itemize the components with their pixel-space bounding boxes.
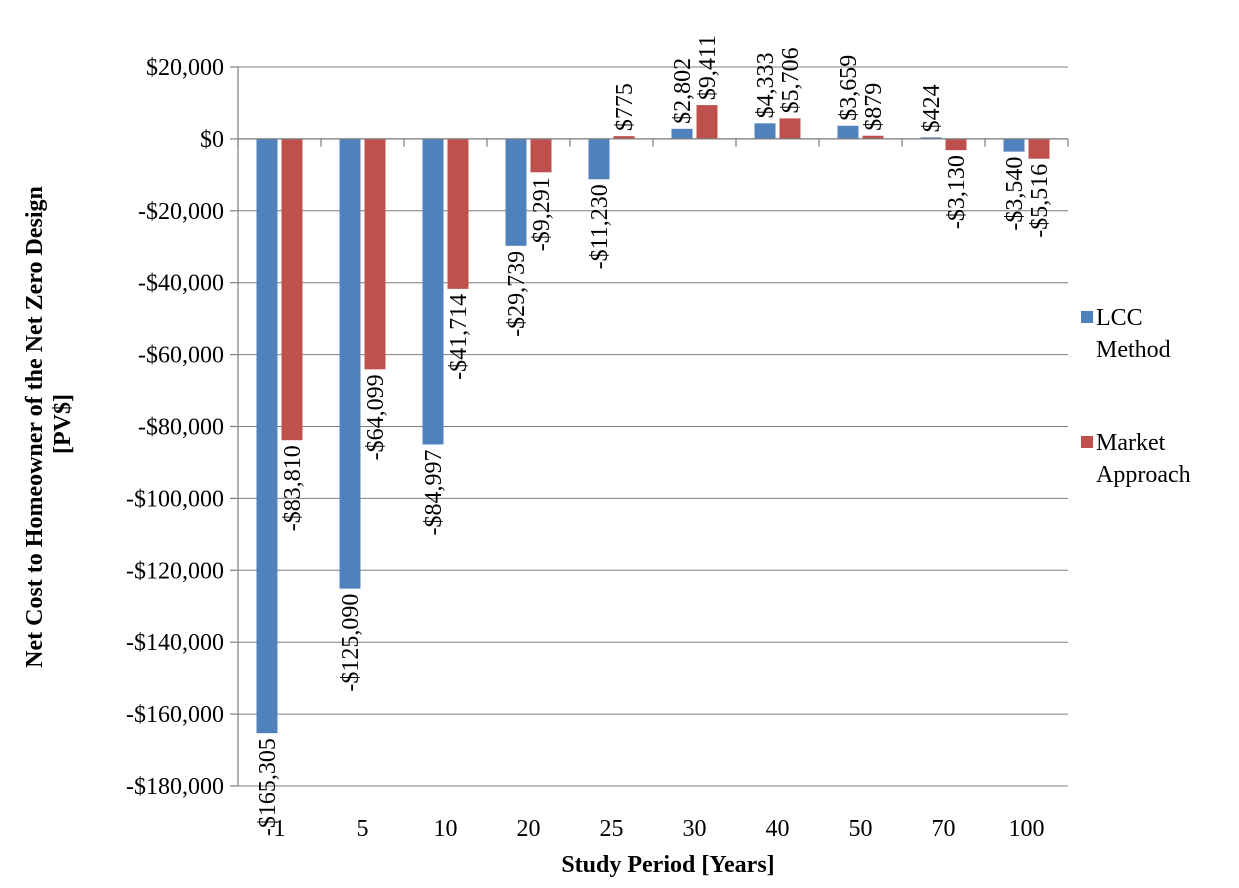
x-tick-label-3: 20 xyxy=(517,816,541,842)
y-tick-label-6: -$100,000 xyxy=(126,486,224,512)
y-axis-ticks: $20,000 $0 -$20,000 -$40,000 -$60,000 -$80,00… xyxy=(126,55,238,800)
data-label-lcc-8: $424 xyxy=(919,84,945,132)
y-tick-label-2: -$20,000 xyxy=(138,199,224,225)
bar-market-0 xyxy=(281,138,303,441)
x-axis-ticks: 1 5 10 20 25 30 40 50 70 100 xyxy=(274,816,1045,842)
bar-market-9 xyxy=(1028,138,1050,159)
y-tick-label-4: -$60,000 xyxy=(138,343,224,369)
bar-market-5 xyxy=(696,105,718,139)
data-label-lcc-6: $4,333 xyxy=(753,52,779,118)
x-tick-label-6: 40 xyxy=(766,816,790,842)
data-label-market-9: -$5,516 xyxy=(1027,164,1053,238)
data-label-lcc-1: -$125,090 xyxy=(338,594,364,692)
y-axis-title-line-2: [PV$] xyxy=(50,394,76,454)
y-tick-label-5: -$80,000 xyxy=(138,415,224,441)
bar-lcc-3 xyxy=(505,138,527,246)
data-label-lcc-4: -$11,230 xyxy=(587,184,613,269)
y-tick-label-7: -$120,000 xyxy=(126,558,224,584)
x-axis-title: Study Period [Years] xyxy=(561,852,774,878)
bar-lcc-0 xyxy=(256,138,278,734)
bar-market-4 xyxy=(613,136,635,139)
legend-label-lcc-line-1: LCC xyxy=(1096,305,1143,331)
y-tick-label-1: $0 xyxy=(200,127,224,153)
legend-swatch-market xyxy=(1081,436,1093,448)
data-label-market-2: -$41,714 xyxy=(446,294,472,380)
data-label-market-5: $9,411 xyxy=(695,35,721,100)
data-label-market-8: -$3,130 xyxy=(944,155,970,229)
y-tick-label-10: -$180,000 xyxy=(126,774,224,800)
y-tick-label-9: -$160,000 xyxy=(126,702,224,728)
bar-market-2 xyxy=(447,138,469,289)
y-axis-title-line-1: Net Cost to Homeowner of the Net Zero De… xyxy=(22,186,48,668)
bar-market-7 xyxy=(862,135,884,139)
legend: LCC Method Market Approach xyxy=(1081,305,1191,488)
axis-titles: Study Period [Years] Net Cost to Homeown… xyxy=(22,180,775,878)
bar-lcc-2 xyxy=(422,138,444,445)
data-label-market-1: -$64,099 xyxy=(363,374,389,460)
data-label-lcc-9: -$3,540 xyxy=(1002,157,1028,231)
axes xyxy=(237,67,1069,786)
bar-market-3 xyxy=(530,138,552,173)
x-tick-label-5: 30 xyxy=(683,816,707,842)
y-axis-title: Net Cost to Homeowner of the Net Zero De… xyxy=(22,180,76,668)
data-label-lcc-2: -$84,997 xyxy=(421,449,447,535)
legend-label-market-line-1: Market xyxy=(1096,430,1166,456)
legend-swatch-lcc xyxy=(1081,311,1093,323)
x-tick-label-4: 25 xyxy=(600,816,624,842)
data-label-lcc-3: -$29,739 xyxy=(504,251,530,337)
legend-label-market-line-2: Approach xyxy=(1096,462,1191,488)
bar-market-1 xyxy=(364,138,386,370)
data-label-market-7: $879 xyxy=(861,83,887,131)
y-tick-label-0: $20,000 xyxy=(146,55,224,81)
data-label-lcc-7: $3,659 xyxy=(836,55,862,121)
data-label-market-4: $775 xyxy=(612,83,638,131)
x-tick-label-8: 70 xyxy=(932,816,956,842)
bar-lcc-7 xyxy=(837,125,859,139)
bar-lcc-6 xyxy=(754,123,776,139)
y-tick-label-8: -$140,000 xyxy=(126,630,224,656)
legend-label-lcc-line-2: Method xyxy=(1096,337,1171,363)
bars xyxy=(256,105,1050,734)
x-tick-label-9: 100 xyxy=(1009,816,1045,842)
x-tick-label-2: 10 xyxy=(434,816,458,842)
bar-lcc-8 xyxy=(920,137,942,139)
bar-market-6 xyxy=(779,118,801,139)
data-label-market-0: -$83,810 xyxy=(280,445,306,531)
bar-lcc-9 xyxy=(1003,138,1025,152)
y-tick-label-3: -$40,000 xyxy=(138,271,224,297)
x-tick-label-7: 50 xyxy=(849,816,873,842)
x-tick-label-1: 5 xyxy=(357,816,369,842)
bar-market-8 xyxy=(945,138,967,151)
x-tick-label-0: 1 xyxy=(274,816,286,842)
data-label-market-6: $5,706 xyxy=(778,47,804,113)
data-label-market-3: -$9,291 xyxy=(529,177,555,251)
bar-lcc-5 xyxy=(671,128,693,139)
bar-lcc-4 xyxy=(588,138,610,180)
data-label-lcc-0: -$165,305 xyxy=(255,738,281,836)
data-labels: -$165,305 -$83,810 -$125,090 -$64,099 -$84,9… xyxy=(255,35,1053,836)
data-label-lcc-5: $2,802 xyxy=(670,58,696,124)
bar-lcc-1 xyxy=(339,138,361,589)
